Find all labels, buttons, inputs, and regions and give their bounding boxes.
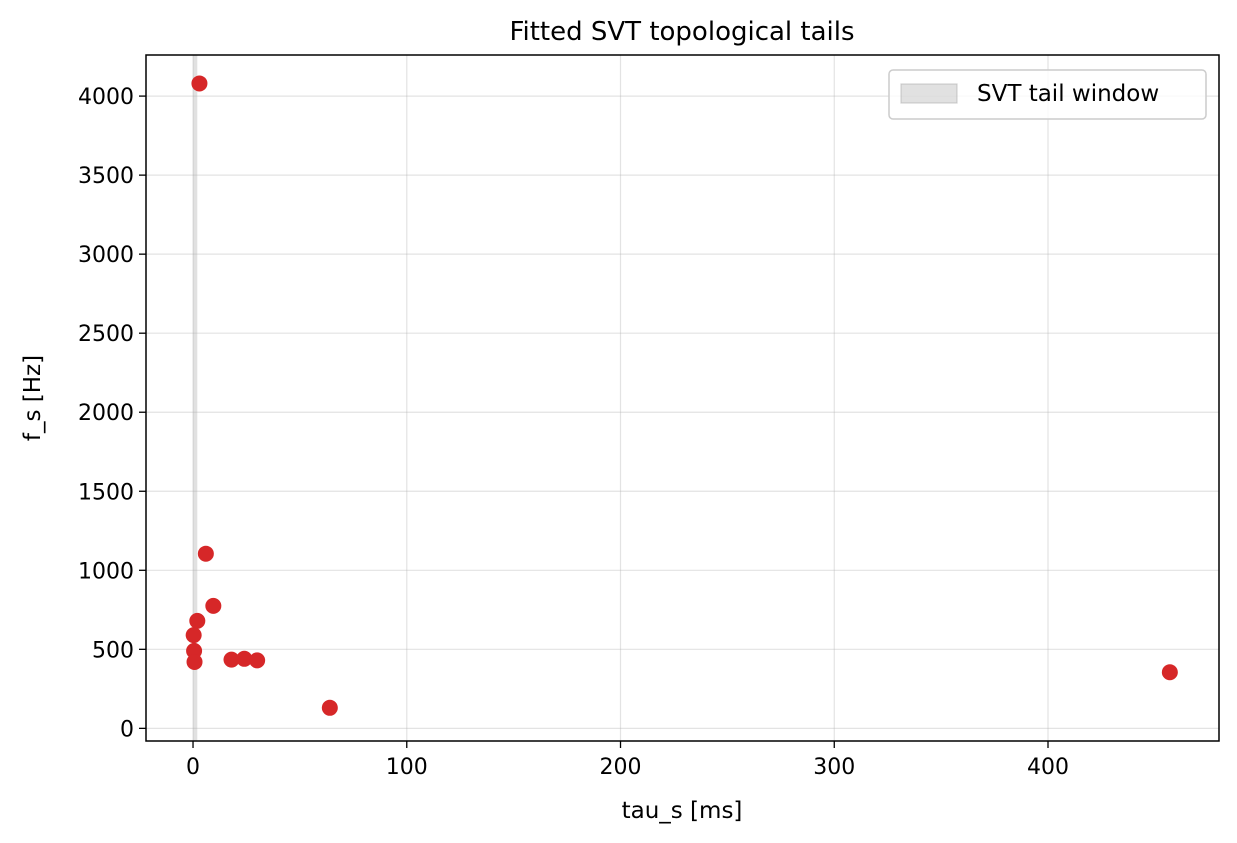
y-tick-label: 1500 xyxy=(78,480,134,505)
data-point xyxy=(191,75,208,92)
grid xyxy=(146,55,1219,741)
legend-label: SVT tail window xyxy=(977,81,1159,107)
y-tick-label: 0 xyxy=(120,717,134,742)
x-axis-title: tau_s [ms] xyxy=(622,798,743,824)
y-axis: 0 500 1000 1500 2000 2500 3000 3500 4000 xyxy=(78,85,146,742)
y-tick-label: 2000 xyxy=(78,401,134,426)
data-point xyxy=(189,612,206,629)
band-layer xyxy=(193,55,198,741)
chart-title: Fitted SVT topological tails xyxy=(509,17,854,47)
y-tick-label: 500 xyxy=(92,638,134,663)
data-point xyxy=(185,627,202,644)
y-tick-label: 2500 xyxy=(78,322,134,347)
x-axis: 0 100 200 300 400 xyxy=(186,741,1069,780)
data-point xyxy=(321,699,338,716)
y-tick-label: 3500 xyxy=(78,164,134,189)
data-point xyxy=(1161,664,1178,681)
data-point xyxy=(197,545,214,562)
x-tick-label: 0 xyxy=(186,755,200,780)
legend: SVT tail window xyxy=(888,69,1207,120)
y-tick-label: 3000 xyxy=(78,243,134,268)
data-point xyxy=(205,597,222,614)
data-point xyxy=(236,650,253,667)
y-tick-label: 4000 xyxy=(78,85,134,110)
x-tick-label: 100 xyxy=(386,755,428,780)
y-axis-title: f_s [Hz] xyxy=(20,355,46,441)
x-tick-label: 300 xyxy=(813,755,855,780)
data-points xyxy=(185,75,1178,716)
data-point xyxy=(249,652,266,669)
y-tick-label: 1000 xyxy=(78,559,134,584)
svt-tail-window-band xyxy=(193,55,198,741)
data-point xyxy=(223,651,240,668)
x-tick-label: 200 xyxy=(600,755,642,780)
plot-frame xyxy=(145,54,1220,742)
legend-swatch xyxy=(900,83,958,104)
x-tick-label: 400 xyxy=(1027,755,1069,780)
data-point xyxy=(186,653,203,670)
legend-box xyxy=(888,69,1207,120)
